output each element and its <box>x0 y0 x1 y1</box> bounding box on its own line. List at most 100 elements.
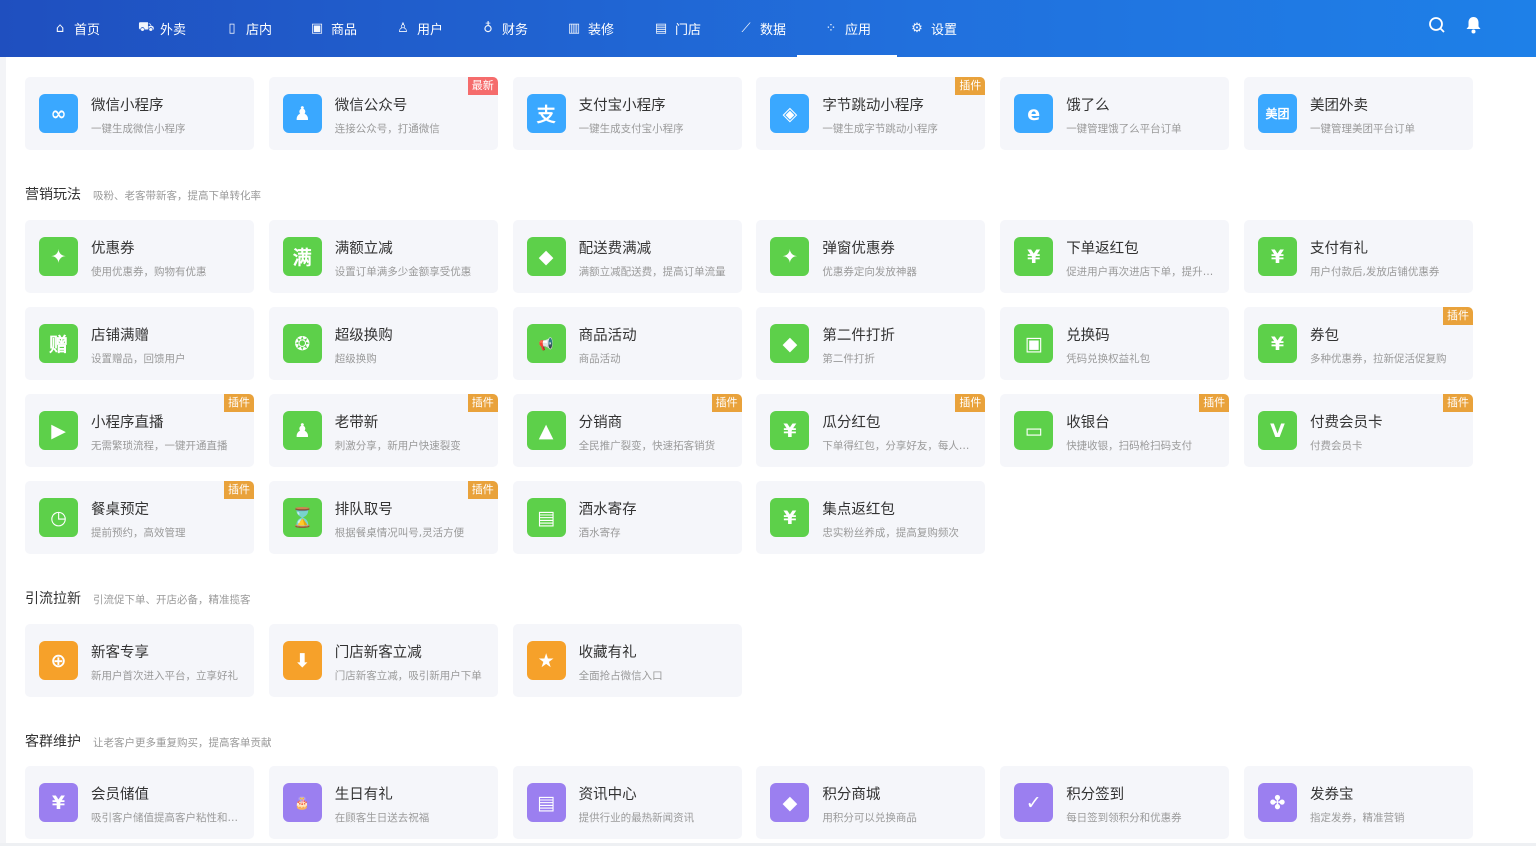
app-card[interactable]: ⊕ 新客专享 新用户首次进入平台，立享好礼 <box>25 624 254 697</box>
nav-item-5[interactable]: ♁ 财务 <box>476 0 532 57</box>
card-title: 集点返红包 <box>822 502 895 518</box>
full-reduction-icon: 满 <box>282 237 322 276</box>
app-card[interactable]: ❂ 超级换购 超级换购 <box>268 307 498 380</box>
nav-item-0[interactable]: ⌂ 首页 <box>48 0 104 57</box>
app-card[interactable]: ✦ 优惠券 使用优惠券，购物有优惠 <box>25 220 254 293</box>
app-card[interactable]: 美团 美团外卖 一键管理美团平台订单 <box>1244 77 1473 150</box>
section-title: 营销玩法 <box>25 187 81 203</box>
app-card[interactable]: ▲ 分销商 全民推广裂变，快速拓客销货 插件 <box>512 394 742 467</box>
popup-coupon-icon: ✦ <box>770 237 810 276</box>
card-subtitle: 酒水寄存 <box>578 527 621 539</box>
search-icon[interactable] <box>1428 16 1446 39</box>
apps-icon: ⁘ <box>825 21 837 36</box>
app-card[interactable]: V 付费会员卡 付费会员卡 插件 <box>1244 394 1473 467</box>
divider <box>0 843 1536 846</box>
card-title: 酒水寄存 <box>578 502 637 518</box>
discount-tag-icon: ◆ <box>770 324 810 363</box>
app-card[interactable]: ✦ 弹窗优惠券 优惠券定向发放神器 <box>756 220 986 293</box>
app-card[interactable]: ¥ 瓜分红包 下单得红包，分享好友，每人瓜分 插件 <box>756 394 986 467</box>
card-title: 微信公众号 <box>334 98 408 114</box>
app-card[interactable]: ◆ 配送费满减 满额立减配送费，提高订单流量 <box>512 220 742 293</box>
nav-item-8[interactable]: ⟋ 数据 <box>734 0 790 57</box>
calendar-check-icon: ✓ <box>1014 783 1054 822</box>
card-title: 老带新 <box>334 415 379 431</box>
card-title: 发券宝 <box>1310 787 1354 803</box>
card-subtitle: 根据餐桌情况叫号,灵活方便 <box>334 527 465 539</box>
card-title: 资讯中心 <box>578 787 637 803</box>
app-card[interactable]: ✤ 发券宝 指定发券，精准营销 <box>1244 766 1473 839</box>
nav-item-2[interactable]: ▯ 店内 <box>220 0 276 57</box>
card-title: 排队取号 <box>334 502 393 518</box>
nav-item-7[interactable]: ▤ 门店 <box>649 0 705 57</box>
app-card[interactable]: ◆ 积分商城 用积分可以兑换商品 <box>756 766 986 839</box>
app-card[interactable]: ▤ 资讯中心 提供行业的最热新闻资讯 <box>512 766 742 839</box>
nav-item-10[interactable]: ⚙ 设置 <box>905 0 961 57</box>
calendar-clock-icon: ◷ <box>39 498 78 537</box>
app-card[interactable]: e 饿了么 一键管理饿了么平台订单 <box>1000 77 1230 150</box>
app-card[interactable]: 📢 商品活动 商品活动 <box>512 307 742 380</box>
app-card[interactable]: ¥ 支付有礼 用户付款后,发放店铺优惠券 <box>1244 220 1473 293</box>
card-title: 积分商城 <box>822 787 881 803</box>
card-title: 收银台 <box>1066 415 1110 431</box>
app-card[interactable]: ◆ 第二件打折 第二件打折 <box>756 307 986 380</box>
new-customer-icon: ⊕ <box>39 641 78 680</box>
app-card[interactable]: ★ 收藏有礼 全面抢占微信入口 <box>512 624 742 697</box>
app-card[interactable]: ▤ 酒水寄存 酒水寄存 <box>512 481 742 554</box>
app-card[interactable]: ∞ 微信小程序 一键生成微信小程序 <box>25 77 254 150</box>
app-card[interactable]: ¥ 下单返红包 促进用户再次进店下单，提升复购率 <box>1000 220 1230 293</box>
app-card[interactable]: ♟ 微信公众号 连接公众号，打通微信 最新 <box>268 77 498 150</box>
card-subtitle: 第二件打折 <box>822 353 875 365</box>
section-subtitle: 引流促下单、开店必备，精准揽客 <box>93 594 251 606</box>
nav-item-1[interactable]: ⛟ 外卖 <box>134 0 190 57</box>
card-title: 微信小程序 <box>91 98 164 114</box>
hourglass-icon: ⌛ <box>282 498 322 537</box>
goods-icon: ▣ <box>310 21 324 36</box>
card-subtitle: 刺激分享，新用户快速裂变 <box>334 440 461 452</box>
app-card[interactable]: ▣ 兑换码 凭码兑换权益礼包 <box>1000 307 1230 380</box>
card-title: 券包 <box>1310 328 1339 344</box>
card-subtitle: 每日签到领积分和优惠券 <box>1066 812 1182 824</box>
app-card[interactable]: 支 支付宝小程序 一键生成支付宝小程序 <box>512 77 742 150</box>
app-card[interactable]: ▶ 小程序直播 无需繁琐流程，一键开通直播 插件 <box>25 394 254 467</box>
card-subtitle: 提前预约，高效管理 <box>91 527 186 539</box>
app-card[interactable]: ▭ 收银台 快捷收银，扫码枪扫码支付 插件 <box>1000 394 1230 467</box>
app-card[interactable]: ⌛ 排队取号 根据餐桌情况叫号,灵活方便 插件 <box>268 481 498 554</box>
card-subtitle: 一键生成字节跳动小程序 <box>822 123 938 135</box>
app-card[interactable]: ♟ 老带新 刺激分享，新用户快速裂变 插件 <box>268 394 498 467</box>
app-card[interactable]: ¥ 集点返红包 忠实粉丝养成，提高复购频次 <box>756 481 986 554</box>
app-card[interactable]: 🎂 生日有礼 在顾客生日送去祝福 <box>268 766 498 839</box>
plugin-badge: 插件 <box>955 77 986 95</box>
plugin-badge: 插件 <box>467 394 498 412</box>
app-card[interactable]: ◷ 餐桌预定 提前预约，高效管理 插件 <box>25 481 254 554</box>
nav-label: 数据 <box>760 23 787 38</box>
app-card[interactable]: ✓ 积分签到 每日签到领积分和优惠券 <box>1000 766 1230 839</box>
app-card[interactable]: ¥ 会员储值 吸引客户储值提高客户粘性和复购率 <box>25 766 254 839</box>
card-title: 弹窗优惠券 <box>822 241 895 257</box>
takeout-icon: ⛟ <box>138 20 155 35</box>
app-card[interactable]: ⬇ 门店新客立减 门店新客立减，吸引新用户下单 <box>268 624 498 697</box>
card-title: 支付宝小程序 <box>578 98 666 114</box>
nav-item-9[interactable]: ⁘ 应用 <box>796 0 898 57</box>
card-subtitle: 设置赠品，回馈用户 <box>91 353 186 365</box>
alipay-icon: 支 <box>526 94 566 133</box>
app-card[interactable]: 赠 店铺满赠 设置赠品，回馈用户 <box>25 307 254 380</box>
app-card[interactable]: ¥ 券包 多种优惠券，拉新促活促复购 插件 <box>1244 307 1473 380</box>
app-card[interactable]: ◈ 字节跳动小程序 一键生成字节跳动小程序 插件 <box>756 77 986 150</box>
nav-item-6[interactable]: ▥ 装修 <box>562 0 618 57</box>
card-subtitle: 设置订单满多少金额享受优惠 <box>334 266 472 278</box>
store-icon: ▤ <box>654 21 668 36</box>
bell-icon[interactable] <box>1465 16 1482 39</box>
door-icon: ▯ <box>228 21 236 36</box>
nav-label: 财务 <box>502 23 529 38</box>
app-card[interactable]: 满 满额立减 设置订单满多少金额享受优惠 <box>268 220 498 293</box>
card-subtitle: 付费会员卡 <box>1310 440 1363 452</box>
nav-label: 外卖 <box>160 23 187 38</box>
nav-item-4[interactable]: ♙ 用户 <box>391 0 447 57</box>
plugin-badge: 插件 <box>711 394 742 412</box>
left-edge <box>0 57 6 846</box>
card-subtitle: 全面抢占微信入口 <box>578 670 663 682</box>
wechat-miniprogram-icon: ∞ <box>39 94 78 133</box>
nav-item-3[interactable]: ▣ 商品 <box>305 0 361 57</box>
card-subtitle: 一键管理饿了么平台订单 <box>1066 123 1182 135</box>
card-subtitle: 在顾客生日送去祝福 <box>334 812 430 824</box>
